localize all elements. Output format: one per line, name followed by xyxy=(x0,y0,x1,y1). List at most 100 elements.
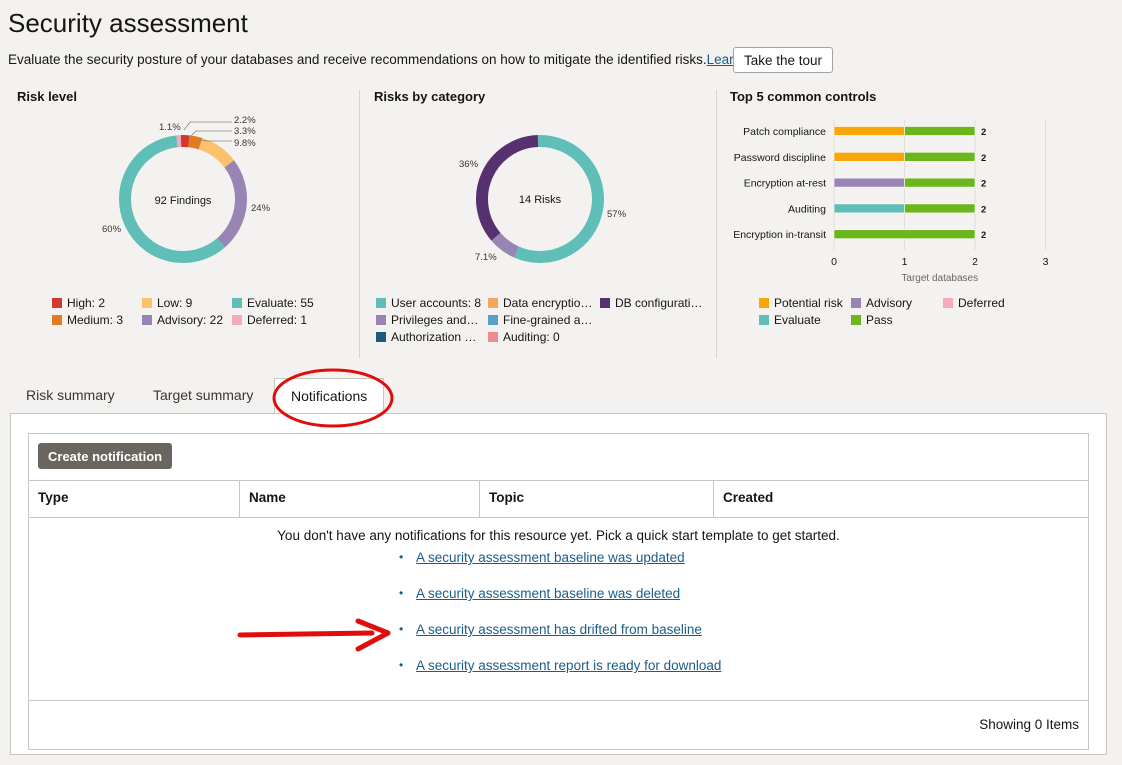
data-label: 2 xyxy=(981,153,986,164)
legend-swatch xyxy=(376,298,386,308)
data-label: 2 xyxy=(981,127,986,138)
tab-risk-summary[interactable]: Risk summary xyxy=(26,387,115,403)
risks-by-category-title: Risks by category xyxy=(374,89,486,104)
legend-item[interactable]: Deferred xyxy=(943,296,1005,310)
legend-item[interactable]: Evaluate xyxy=(759,313,821,327)
table-footer: Showing 0 Items xyxy=(29,700,1088,750)
legend-swatch xyxy=(232,315,242,325)
category-label: Patch compliance xyxy=(743,126,826,138)
data-label: 2 xyxy=(981,230,986,241)
donut-slice-advisory[interactable] xyxy=(217,160,247,248)
legend-item[interactable]: Deferred: 1 xyxy=(232,313,307,327)
category-label: Auditing xyxy=(788,203,826,215)
legend-item[interactable]: Medium: 3 xyxy=(52,313,123,327)
legend-item[interactable]: Advisory xyxy=(851,296,912,310)
legend-swatch xyxy=(488,315,498,325)
leader-line xyxy=(183,121,232,131)
quick-start-drifted-link[interactable]: A security assessment has drifted from b… xyxy=(416,622,702,637)
bar-segment-potential-risk[interactable] xyxy=(833,151,905,162)
tab-target-summary[interactable]: Target summary xyxy=(153,387,254,403)
legend-swatch xyxy=(52,315,62,325)
table-header: Type Name Topic Created xyxy=(29,480,1088,518)
legend-item[interactable]: Auditing: 0 xyxy=(488,330,560,344)
donut-slice-low[interactable] xyxy=(198,137,234,168)
legend-swatch xyxy=(376,332,386,342)
create-notification-button[interactable]: Create notification xyxy=(38,443,173,469)
legend-swatch xyxy=(759,315,769,325)
legend-item[interactable]: Low: 9 xyxy=(142,296,192,310)
risks-by-category-donut-chart: 14 Risks 36% 57% 7.1% xyxy=(459,135,627,263)
bar-segment-potential-risk[interactable] xyxy=(833,126,905,136)
quick-start-baseline-updated-link[interactable]: A security assessment baseline was updat… xyxy=(416,550,685,565)
empty-state-message: You don't have any notifications for thi… xyxy=(277,528,840,543)
tab-notifications[interactable]: Notifications xyxy=(274,378,385,415)
column-header-type[interactable]: Type xyxy=(29,481,240,517)
legend-swatch xyxy=(376,315,386,325)
legend-item[interactable]: Advisory: 22 xyxy=(142,313,223,327)
slice-label: 3.3% xyxy=(234,126,256,137)
bar-segment-pass[interactable] xyxy=(904,203,976,214)
column-header-name[interactable]: Name xyxy=(240,481,480,517)
donut-slice-evaluate[interactable] xyxy=(119,135,226,263)
risks-by-category-legend: User accounts: 8 Data encryptio… DB conf… xyxy=(376,296,716,346)
risk-level-legend: High: 2 Low: 9 Evaluate: 55 Medium: 3 Ad… xyxy=(52,296,352,336)
legend-item[interactable]: Potential risk xyxy=(759,296,843,310)
legend-item[interactable]: User accounts: 8 xyxy=(376,296,481,310)
legend-item[interactable]: Data encryptio… xyxy=(488,296,592,310)
bar-segment-evaluate[interactable] xyxy=(833,203,905,214)
list-item: A security assessment has drifted from b… xyxy=(399,622,721,658)
x-axis-label: Target databases xyxy=(901,273,978,284)
legend-item[interactable]: High: 2 xyxy=(52,296,105,310)
donut-slice-medium[interactable] xyxy=(188,135,203,150)
top-controls-legend: Potential risk Advisory Deferred Evaluat… xyxy=(759,296,1099,336)
legend-swatch xyxy=(943,298,953,308)
slice-label: 7.1% xyxy=(475,252,497,263)
take-tour-button[interactable]: Take the tour xyxy=(733,47,834,73)
category-label: Encryption in-transit xyxy=(733,229,826,241)
list-item: A security assessment baseline was delet… xyxy=(399,586,721,622)
tick-label: 0 xyxy=(831,256,837,268)
donut-slice-db-configurati[interactable] xyxy=(476,135,539,241)
legend-swatch xyxy=(142,298,152,308)
slice-label: 36% xyxy=(459,159,479,170)
top-controls-bar-chart: Patch compliance 2 Password discipline 2 Enc… xyxy=(733,120,1049,284)
legend-item[interactable]: Pass xyxy=(851,313,893,327)
risk-level-title: Risk level xyxy=(17,89,77,104)
legend-swatch xyxy=(52,298,62,308)
column-header-created[interactable]: Created xyxy=(723,490,774,505)
column-header-topic[interactable]: Topic xyxy=(480,481,714,517)
donut-slice-privileges-and[interactable] xyxy=(491,232,520,258)
legend-swatch xyxy=(488,298,498,308)
slice-label: 24% xyxy=(251,203,271,214)
quick-start-baseline-deleted-link[interactable]: A security assessment baseline was delet… xyxy=(416,586,681,601)
legend-swatch xyxy=(232,298,242,308)
list-item: A security assessment report is ready fo… xyxy=(399,658,721,694)
bar-segment-pass[interactable] xyxy=(833,229,976,239)
page-title: Security assessment xyxy=(8,8,248,38)
legend-item[interactable]: Fine-grained a… xyxy=(488,313,592,327)
tick-label: 3 xyxy=(1043,256,1049,268)
bar-segment-pass[interactable] xyxy=(904,151,976,162)
panel-divider xyxy=(359,90,360,358)
bar-segment-pass[interactable] xyxy=(904,126,976,136)
legend-swatch xyxy=(600,298,610,308)
leader-line xyxy=(199,139,232,142)
bar-segment-advisory[interactable] xyxy=(833,177,905,188)
list-item: A security assessment baseline was updat… xyxy=(399,550,721,586)
quick-start-report-ready-link[interactable]: A security assessment report is ready fo… xyxy=(416,658,722,673)
data-label: 2 xyxy=(981,179,986,190)
slice-label: 9.8% xyxy=(234,138,256,149)
donut-slice-user-accounts[interactable] xyxy=(514,135,604,263)
legend-item[interactable]: Authorization … xyxy=(376,330,476,344)
notifications-panel: Create notification Type Name Topic Crea… xyxy=(10,413,1107,755)
tick-label: 1 xyxy=(902,256,908,268)
legend-item[interactable]: Evaluate: 55 xyxy=(232,296,314,310)
bar-segment-pass[interactable] xyxy=(904,177,976,188)
legend-item[interactable]: DB configurati… xyxy=(600,296,702,310)
quick-start-list: A security assessment baseline was updat… xyxy=(399,550,721,694)
legend-swatch xyxy=(759,298,769,308)
legend-item[interactable]: Privileges and… xyxy=(376,313,478,327)
slice-label: 57% xyxy=(607,209,627,220)
legend-swatch xyxy=(488,332,498,342)
risk-level-donut-chart: 92 Findings 1.1% 2.2% 3.3% 9.8% 24% 60% xyxy=(102,115,271,263)
